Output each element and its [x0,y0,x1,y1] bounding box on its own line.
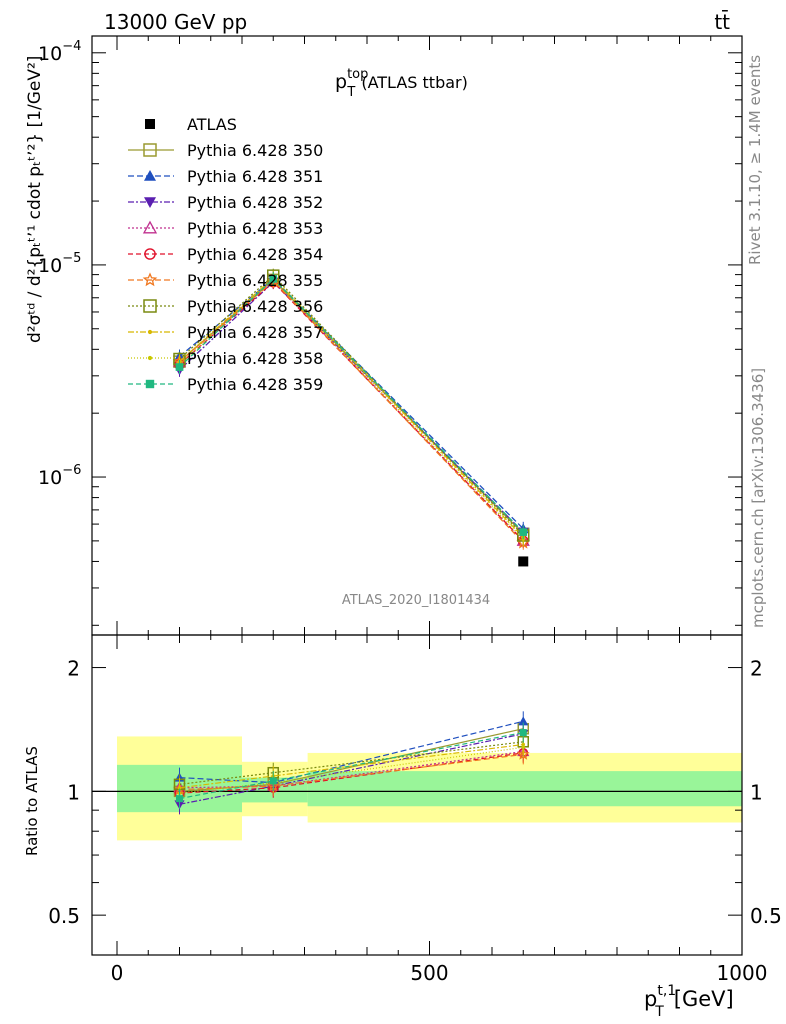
main-y-axis-label: d²σᵗᵈ / d²{pₜᵗʼ¹ cdot pₜᵗʼ²} [1/GeV²] [25,56,45,343]
main-plot-title: ptop T(ATLAS ttbar) [335,67,468,100]
analysis-label: ATLAS_2020_I1801434 [342,593,490,608]
legend: ATLAS Pythia 6.428 350 Pythia 6.428 351 Pyt… [128,115,323,394]
legend-label: Pythia 6.428 352 [187,193,323,212]
main-series-line [179,280,524,542]
legend-atlas-marker [145,119,155,129]
legend-marker [143,299,157,313]
ratio-series-point [269,777,277,785]
legend-label: Pythia 6.428 358 [187,349,323,368]
legend-label: Pythia 6.428 357 [187,323,323,342]
ratio-y-tick-label-right: 2 [750,657,763,681]
atlas-data-point [518,556,529,567]
ratio-y-tick-label-right: 0.5 [750,904,782,928]
main-series-line [179,280,524,544]
mcplots-label: mcplots.cern.ch [arXiv:1306.3436] [749,368,767,628]
main-y-tick-label: 10−5 [38,251,81,277]
legend-label: Pythia 6.428 359 [187,375,323,394]
legend-label: Pythia 6.428 356 [187,297,323,316]
legend-marker [144,170,156,181]
ratio-series-line [179,733,524,805]
ratio-y-tick-label-left: 2 [67,657,80,681]
main-series-point [175,363,184,371]
ratio-plot-frame [91,634,743,956]
main-series-point [519,528,528,536]
legend-marker [144,248,156,260]
ratio-series-point [521,745,525,750]
ratio-series-line [179,731,524,800]
main-y-tick-label: 10−4 [38,39,81,65]
x-tick-label: 1000 [717,961,768,985]
ratio-y-axis-label: Ratio to ATLAS [23,746,41,856]
ratio-y-tick-label-left: 1 [67,780,80,804]
legend-marker [147,355,153,361]
legend-marker [145,379,155,389]
ratio-panel: 0.5 0.5 1 1 2 2 0 500 1000 [48,634,782,985]
legend-marker [147,329,153,335]
x-tick-label: 500 [410,961,448,985]
main-panel: 10−6 10−5 10−4 [38,35,743,636]
ratio-y-tick-label-left: 0.5 [48,904,80,928]
main-series-point [269,274,278,283]
ratio-series-point [519,729,527,737]
energy-label: 13000 GeV pp [104,10,247,34]
main-y-tick-label: 10−6 [38,463,81,489]
ratio-y-tick-label-right: 1 [750,780,763,804]
legend-marker [143,143,157,157]
legend-label: Pythia 6.428 354 [187,245,323,264]
legend-label: Pythia 6.428 350 [187,141,323,160]
x-axis-label: pt,1 T[GeV] [644,983,734,1020]
legend-atlas-label: ATLAS [187,115,237,134]
legend-marker [142,220,158,234]
process-label: tt̄ [714,9,730,34]
x-tick-label: 0 [111,961,124,985]
legend-label: Pythia 6.428 351 [187,167,323,186]
ratio-band-inner [307,771,742,807]
main-series-line [179,281,524,542]
legend-marker [144,197,156,208]
legend-label: Pythia 6.428 353 [187,219,323,238]
rivet-label: Rivet 3.1.10, ≥ 1.4M events [746,55,764,265]
ratio-series-point [518,716,529,726]
ratio-series-point [176,795,183,803]
legend-marker [142,272,158,287]
legend-label: Pythia 6.428 355 [187,271,323,290]
